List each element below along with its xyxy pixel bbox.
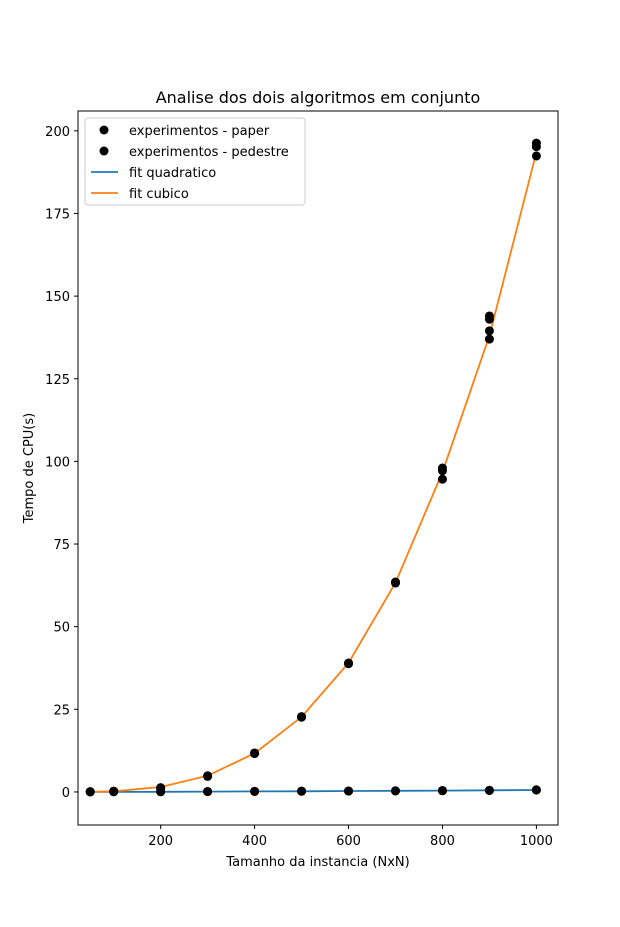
data-point <box>109 786 119 796</box>
fit-cubico-line <box>90 152 538 793</box>
data-point <box>297 712 307 722</box>
legend-marker <box>99 125 109 135</box>
x-tick-label: 800 <box>430 834 455 849</box>
data-point <box>531 785 541 795</box>
data-point <box>344 786 354 796</box>
chart-title: Analise dos dois algoritmos em conjunto <box>156 88 481 107</box>
y-tick-label: 100 <box>45 455 70 470</box>
data-point <box>531 142 541 152</box>
y-tick-label: 25 <box>53 703 70 718</box>
y-tick-label: 200 <box>45 125 70 140</box>
legend-entry: fit quadratico <box>129 166 216 181</box>
data-point <box>297 786 307 796</box>
x-tick-label: 1000 <box>520 834 553 849</box>
legend-entry: fit cubico <box>129 187 189 202</box>
data-point <box>484 785 494 795</box>
data-point <box>344 659 354 669</box>
y-axis: 0 25 50 75 100 125 150 175 200 <box>45 125 78 801</box>
y-tick-label: 125 <box>45 373 70 388</box>
data-point <box>250 749 260 759</box>
y-tick-label: 0 <box>62 786 70 801</box>
data-point <box>484 326 494 336</box>
plot-area: 200 400 600 800 1000 0 25 50 75 100 125 150 175 200 <box>45 110 559 849</box>
data-point <box>203 786 213 796</box>
x-tick-label: 600 <box>336 834 361 849</box>
data-point <box>484 314 494 324</box>
x-tick-label: 400 <box>242 834 267 849</box>
data-point <box>203 771 213 781</box>
data-point <box>437 785 447 795</box>
x-axis: 200 400 600 800 1000 <box>148 825 553 849</box>
data-point <box>250 786 260 796</box>
legend: experimentos - paper experimentos - pedes… <box>84 117 306 206</box>
data-point <box>531 151 541 161</box>
plot-frame <box>77 110 559 826</box>
fit-lines <box>90 152 538 793</box>
legend-marker <box>99 146 109 156</box>
data-point <box>484 334 494 344</box>
x-tick-label: 200 <box>148 834 173 849</box>
legend-entry: experimentos - paper <box>129 124 270 139</box>
data-point <box>156 784 166 794</box>
legend-entry: experimentos - pedestre <box>129 145 289 160</box>
data-point <box>390 786 400 796</box>
x-axis-label: Tamanho da instancia (NxN) <box>225 855 409 870</box>
data-point <box>437 474 447 484</box>
data-points <box>85 138 541 797</box>
y-axis-label: Tempo de CPU(s) <box>22 413 37 524</box>
y-tick-label: 50 <box>53 621 70 636</box>
data-point <box>85 787 95 797</box>
y-tick-label: 150 <box>45 290 70 305</box>
legend-frame <box>84 117 306 206</box>
data-point <box>390 577 400 587</box>
y-tick-label: 175 <box>45 207 70 222</box>
y-tick-label: 75 <box>53 538 70 553</box>
data-point <box>437 466 447 476</box>
